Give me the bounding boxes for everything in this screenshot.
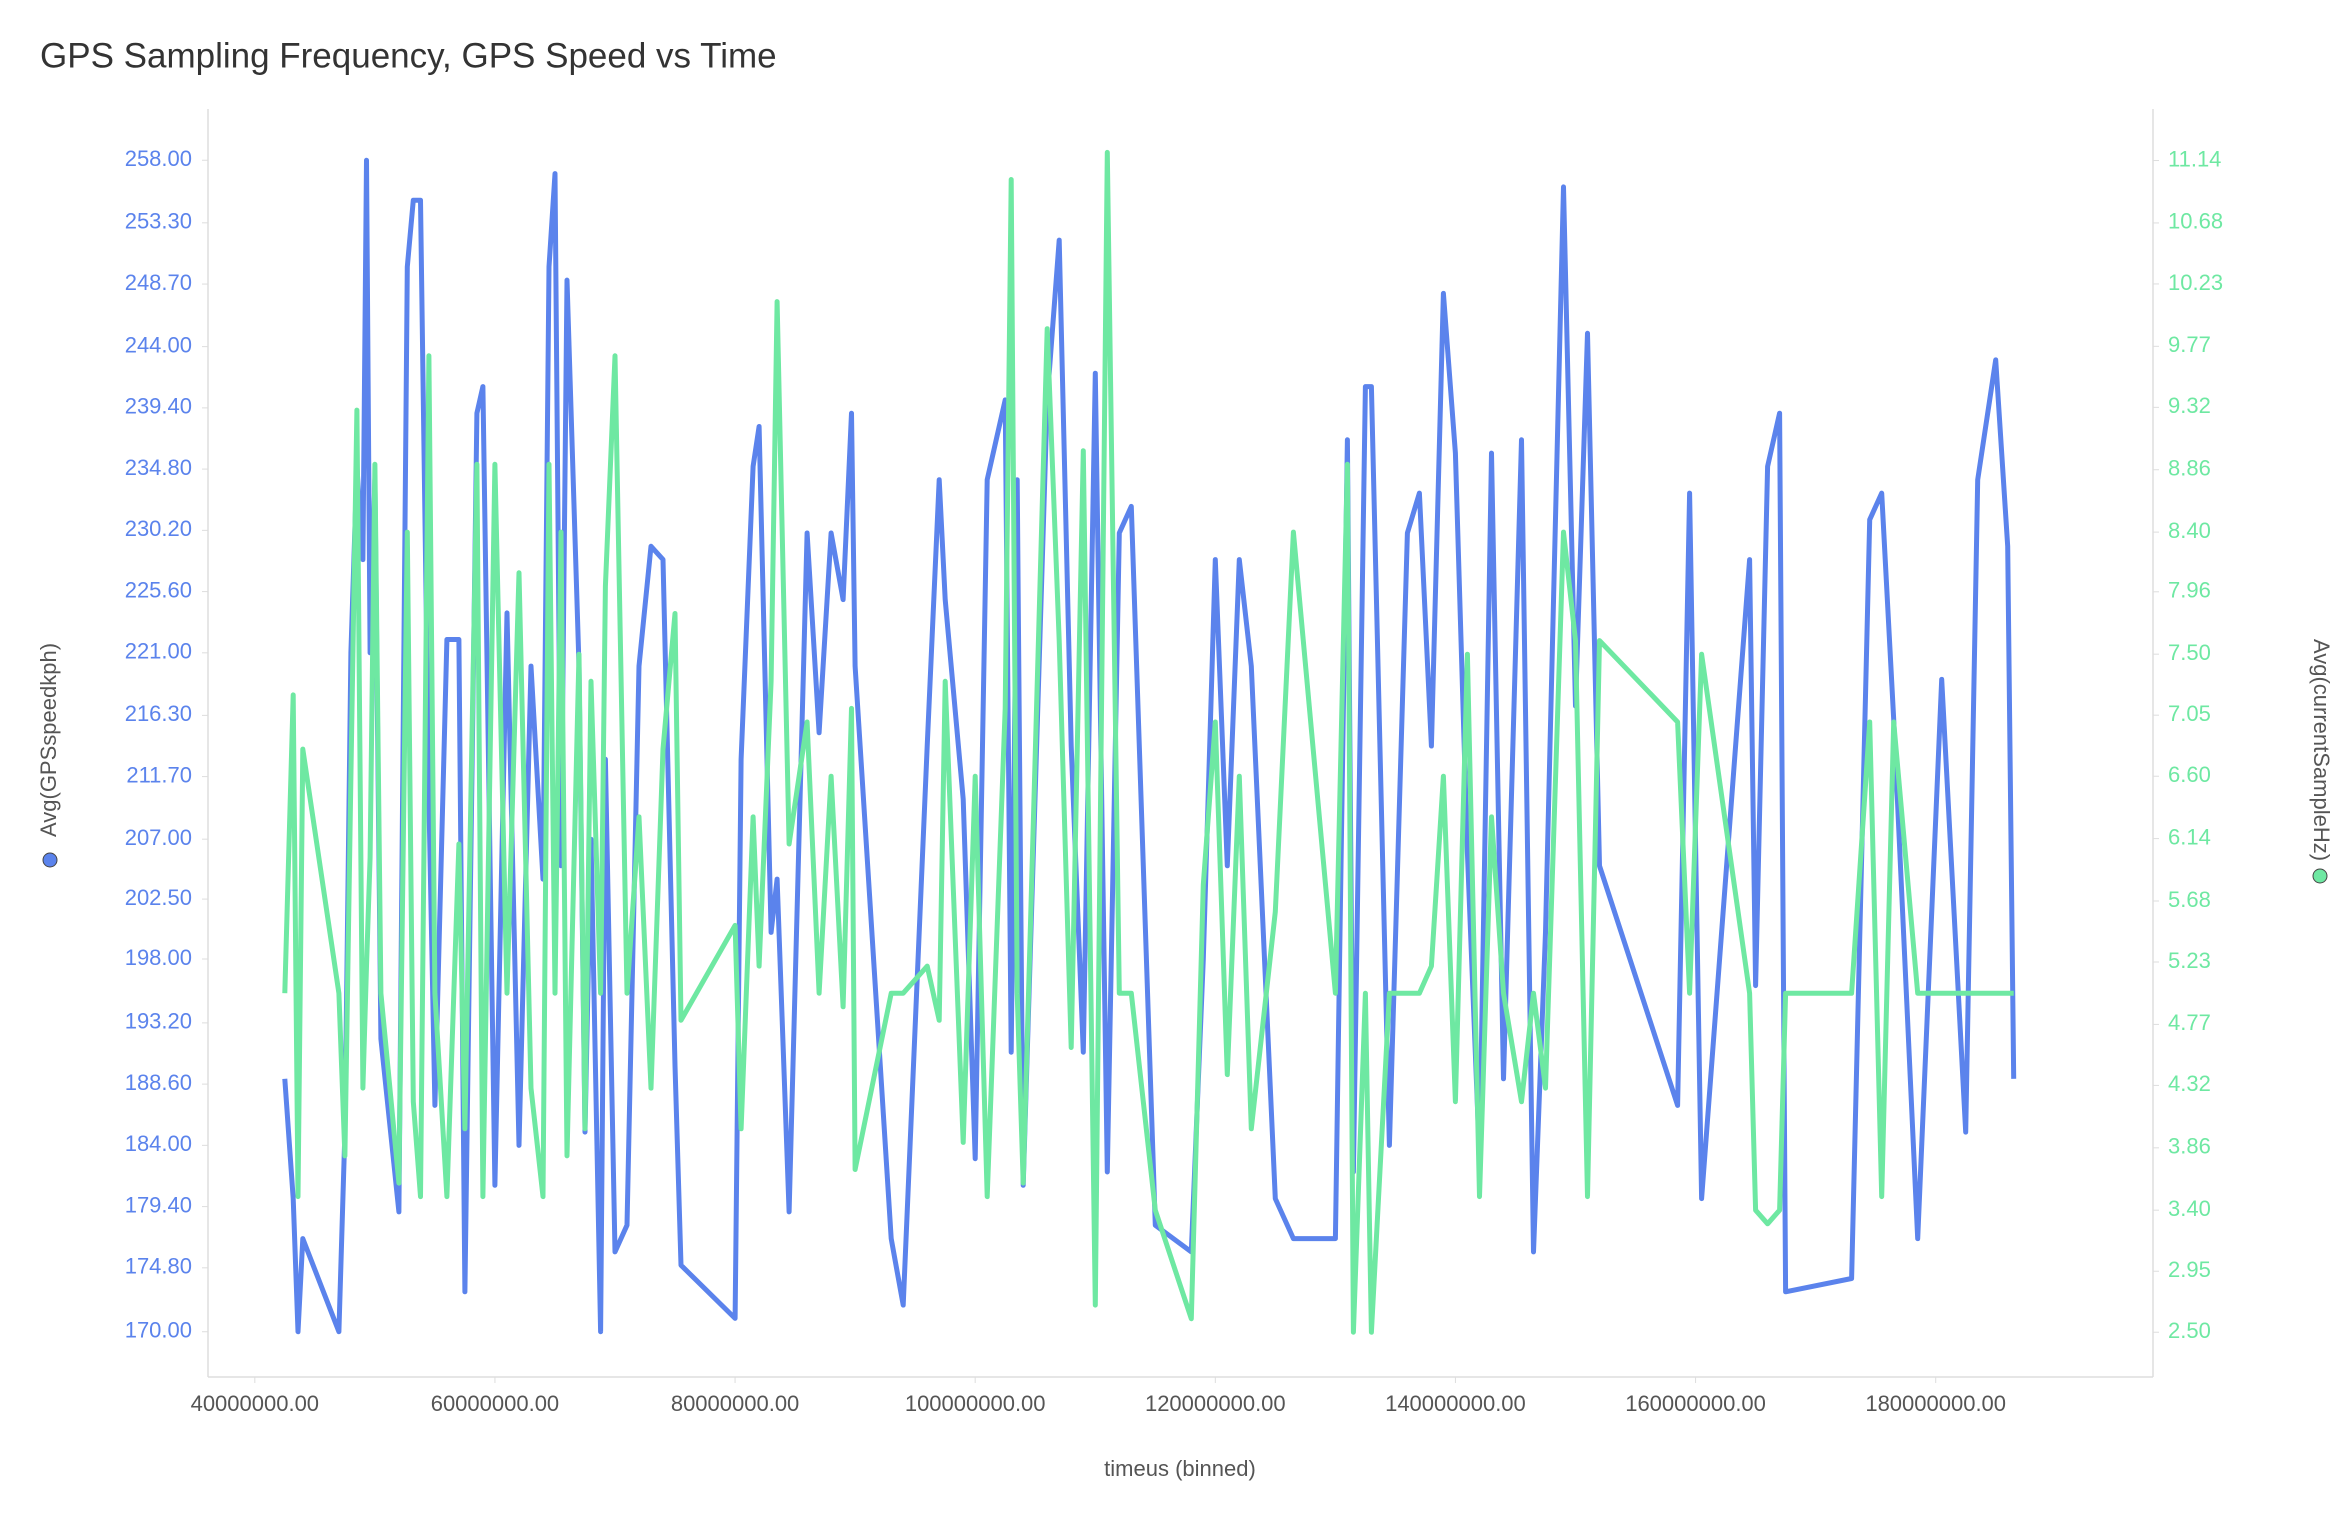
- y-tick-label: 225.60: [125, 577, 192, 602]
- x-tick-label: 160000000.00: [1625, 1391, 1766, 1416]
- legend-marker: [2312, 868, 2328, 884]
- legend-marker: [42, 852, 58, 868]
- y-tick-label: 258.00: [125, 146, 192, 171]
- x-tick-label: 60000000.00: [431, 1391, 559, 1416]
- y-tick-label: 239.40: [125, 394, 192, 419]
- y-tick-label: 221.00: [125, 639, 192, 664]
- y2-tick-label: 4.77: [2168, 1010, 2211, 1035]
- y2-tick-label: 3.86: [2168, 1134, 2211, 1159]
- y2-tick-label: 5.68: [2168, 887, 2211, 912]
- y-tick-label: 253.30: [125, 209, 192, 234]
- y-tick-label: 198.00: [125, 945, 192, 970]
- y-tick-label: 188.60: [125, 1070, 192, 1095]
- y2-tick-label: 6.60: [2168, 762, 2211, 787]
- y-tick-label: 230.20: [125, 516, 192, 541]
- legend-label: Avg(GPSspeedkph): [36, 643, 61, 837]
- x-tick-label: 140000000.00: [1385, 1391, 1526, 1416]
- y-tick-label: 211.70: [126, 762, 192, 787]
- y2-tick-label: 4.32: [2168, 1071, 2211, 1096]
- y2-tick-label: 7.50: [2168, 640, 2211, 665]
- y2-tick-label: 7.05: [2168, 701, 2211, 726]
- y2-tick-label: 2.95: [2168, 1257, 2211, 1282]
- y2-tick-label: 8.40: [2168, 518, 2211, 543]
- y-tick-label: 179.40: [125, 1192, 192, 1217]
- y-tick-label: 184.00: [125, 1131, 192, 1156]
- x-tick-label: 120000000.00: [1145, 1391, 1286, 1416]
- y2-tick-label: 6.14: [2168, 824, 2211, 849]
- y-tick-label: 174.80: [125, 1254, 192, 1279]
- y2-tick-label: 8.86: [2168, 456, 2211, 481]
- x-tick-label: 40000000.00: [191, 1391, 319, 1416]
- y2-tick-label: 3.40: [2168, 1196, 2211, 1221]
- legend-label: Avg(currentSampleHz): [2309, 639, 2334, 861]
- x-tick-label: 100000000.00: [905, 1391, 1046, 1416]
- y-tick-label: 216.30: [125, 701, 192, 726]
- x-axis-label: timeus (binned): [1104, 1456, 1256, 1481]
- y-tick-label: 234.80: [125, 455, 192, 480]
- y-tick-label: 244.00: [125, 332, 192, 357]
- y2-tick-label: 10.68: [2168, 209, 2223, 234]
- y-tick-label: 202.50: [125, 885, 192, 910]
- y2-tick-label: 9.32: [2168, 393, 2211, 418]
- y2-tick-label: 11.14: [2168, 146, 2221, 171]
- x-tick-label: 180000000.00: [1865, 1391, 2006, 1416]
- y-tick-label: 193.20: [125, 1009, 192, 1034]
- x-tick-label: 80000000.00: [671, 1391, 799, 1416]
- y-tick-label: 248.70: [125, 270, 192, 295]
- y2-tick-label: 2.50: [2168, 1318, 2211, 1343]
- y2-tick-label: 9.77: [2168, 332, 2211, 357]
- series-line: [282, 149, 2014, 1335]
- y-tick-label: 170.00: [125, 1318, 192, 1343]
- y2-tick-label: 7.96: [2168, 578, 2211, 603]
- y-tick-label: 207.00: [125, 825, 192, 850]
- chart-title: GPS Sampling Frequency, GPS Speed vs Tim…: [40, 36, 777, 75]
- y2-tick-label: 5.23: [2168, 948, 2211, 973]
- y2-tick-label: 10.23: [2168, 270, 2223, 295]
